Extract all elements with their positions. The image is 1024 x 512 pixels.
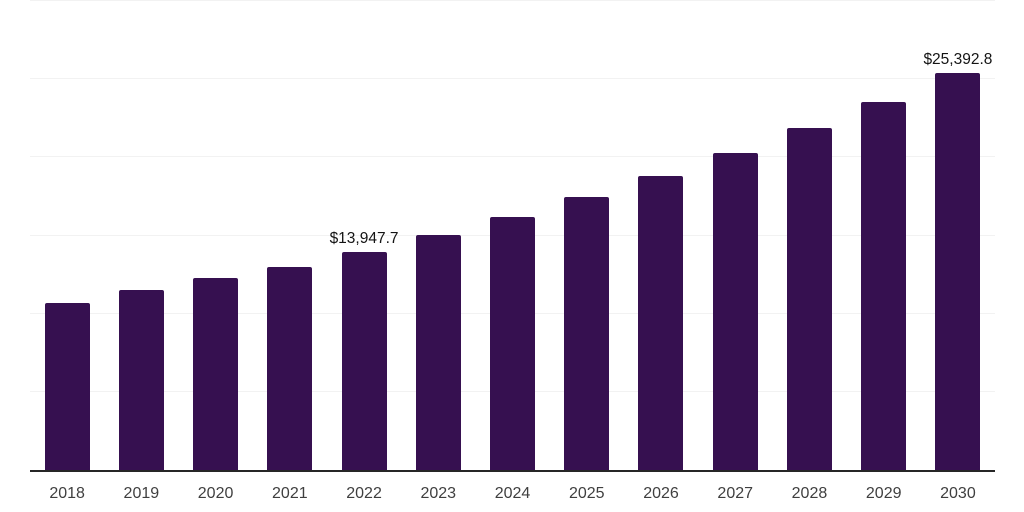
bar-2025 <box>564 196 610 470</box>
gridline <box>30 78 995 80</box>
bar-2023 <box>415 235 461 470</box>
plot-area: $13,947.7 $25,392.8 <box>30 0 995 470</box>
x-axis-label: 2022 <box>346 485 382 502</box>
bar-2018 <box>44 303 90 470</box>
bar-2026 <box>638 175 684 470</box>
bar-2019 <box>118 290 164 470</box>
bar-slot <box>401 1 475 470</box>
bar-slot <box>104 1 178 470</box>
bars: $13,947.7 $25,392.8 <box>30 1 995 470</box>
x-axis-label: 2023 <box>420 485 457 502</box>
bar-slot <box>178 1 252 470</box>
x-axis-label: 2025 <box>568 485 605 502</box>
x-axis-labels: 2018 2019 2020 2021 2022 2023 2024 2025 2026 2027… <box>30 472 995 503</box>
x-axis-label: 2030 <box>940 485 976 502</box>
x-axis-label: 2024 <box>494 485 531 502</box>
bar-slot: $25,392.8 <box>921 1 995 470</box>
bar-slot <box>847 1 921 470</box>
bar-2020 <box>193 278 239 470</box>
bar-2030 <box>935 73 981 470</box>
bar-slot: $13,947.7 <box>327 1 401 470</box>
x-axis-label: 2027 <box>717 485 754 502</box>
gridline <box>30 156 995 158</box>
x-axis-label: 2028 <box>791 485 828 502</box>
x-axis-label: 2029 <box>865 485 902 502</box>
bar-2021 <box>267 266 313 470</box>
bar-slot <box>550 1 624 470</box>
bar-slot <box>624 1 698 470</box>
x-axis-line <box>30 470 995 472</box>
bar-slot <box>475 1 549 470</box>
bar-slot <box>698 1 772 470</box>
bar-2029 <box>861 101 907 470</box>
bar-value-label: $25,392.8 <box>923 50 993 68</box>
bar-slot <box>772 1 846 470</box>
x-axis-label: 2019 <box>123 485 160 502</box>
bar-2022 <box>341 251 387 470</box>
bar-slot <box>30 1 104 470</box>
gridline <box>30 0 995 1</box>
bar-2027 <box>712 152 758 470</box>
x-axis-label: 2026 <box>643 485 679 502</box>
bar-2024 <box>490 216 536 470</box>
bar-slot <box>253 1 327 470</box>
x-axis-label: 2020 <box>197 485 234 502</box>
bar-2028 <box>786 128 832 470</box>
x-axis-label: 2021 <box>272 485 308 502</box>
bar-value-label: $13,947.7 <box>329 229 399 247</box>
x-axis-label: 2018 <box>49 485 85 502</box>
